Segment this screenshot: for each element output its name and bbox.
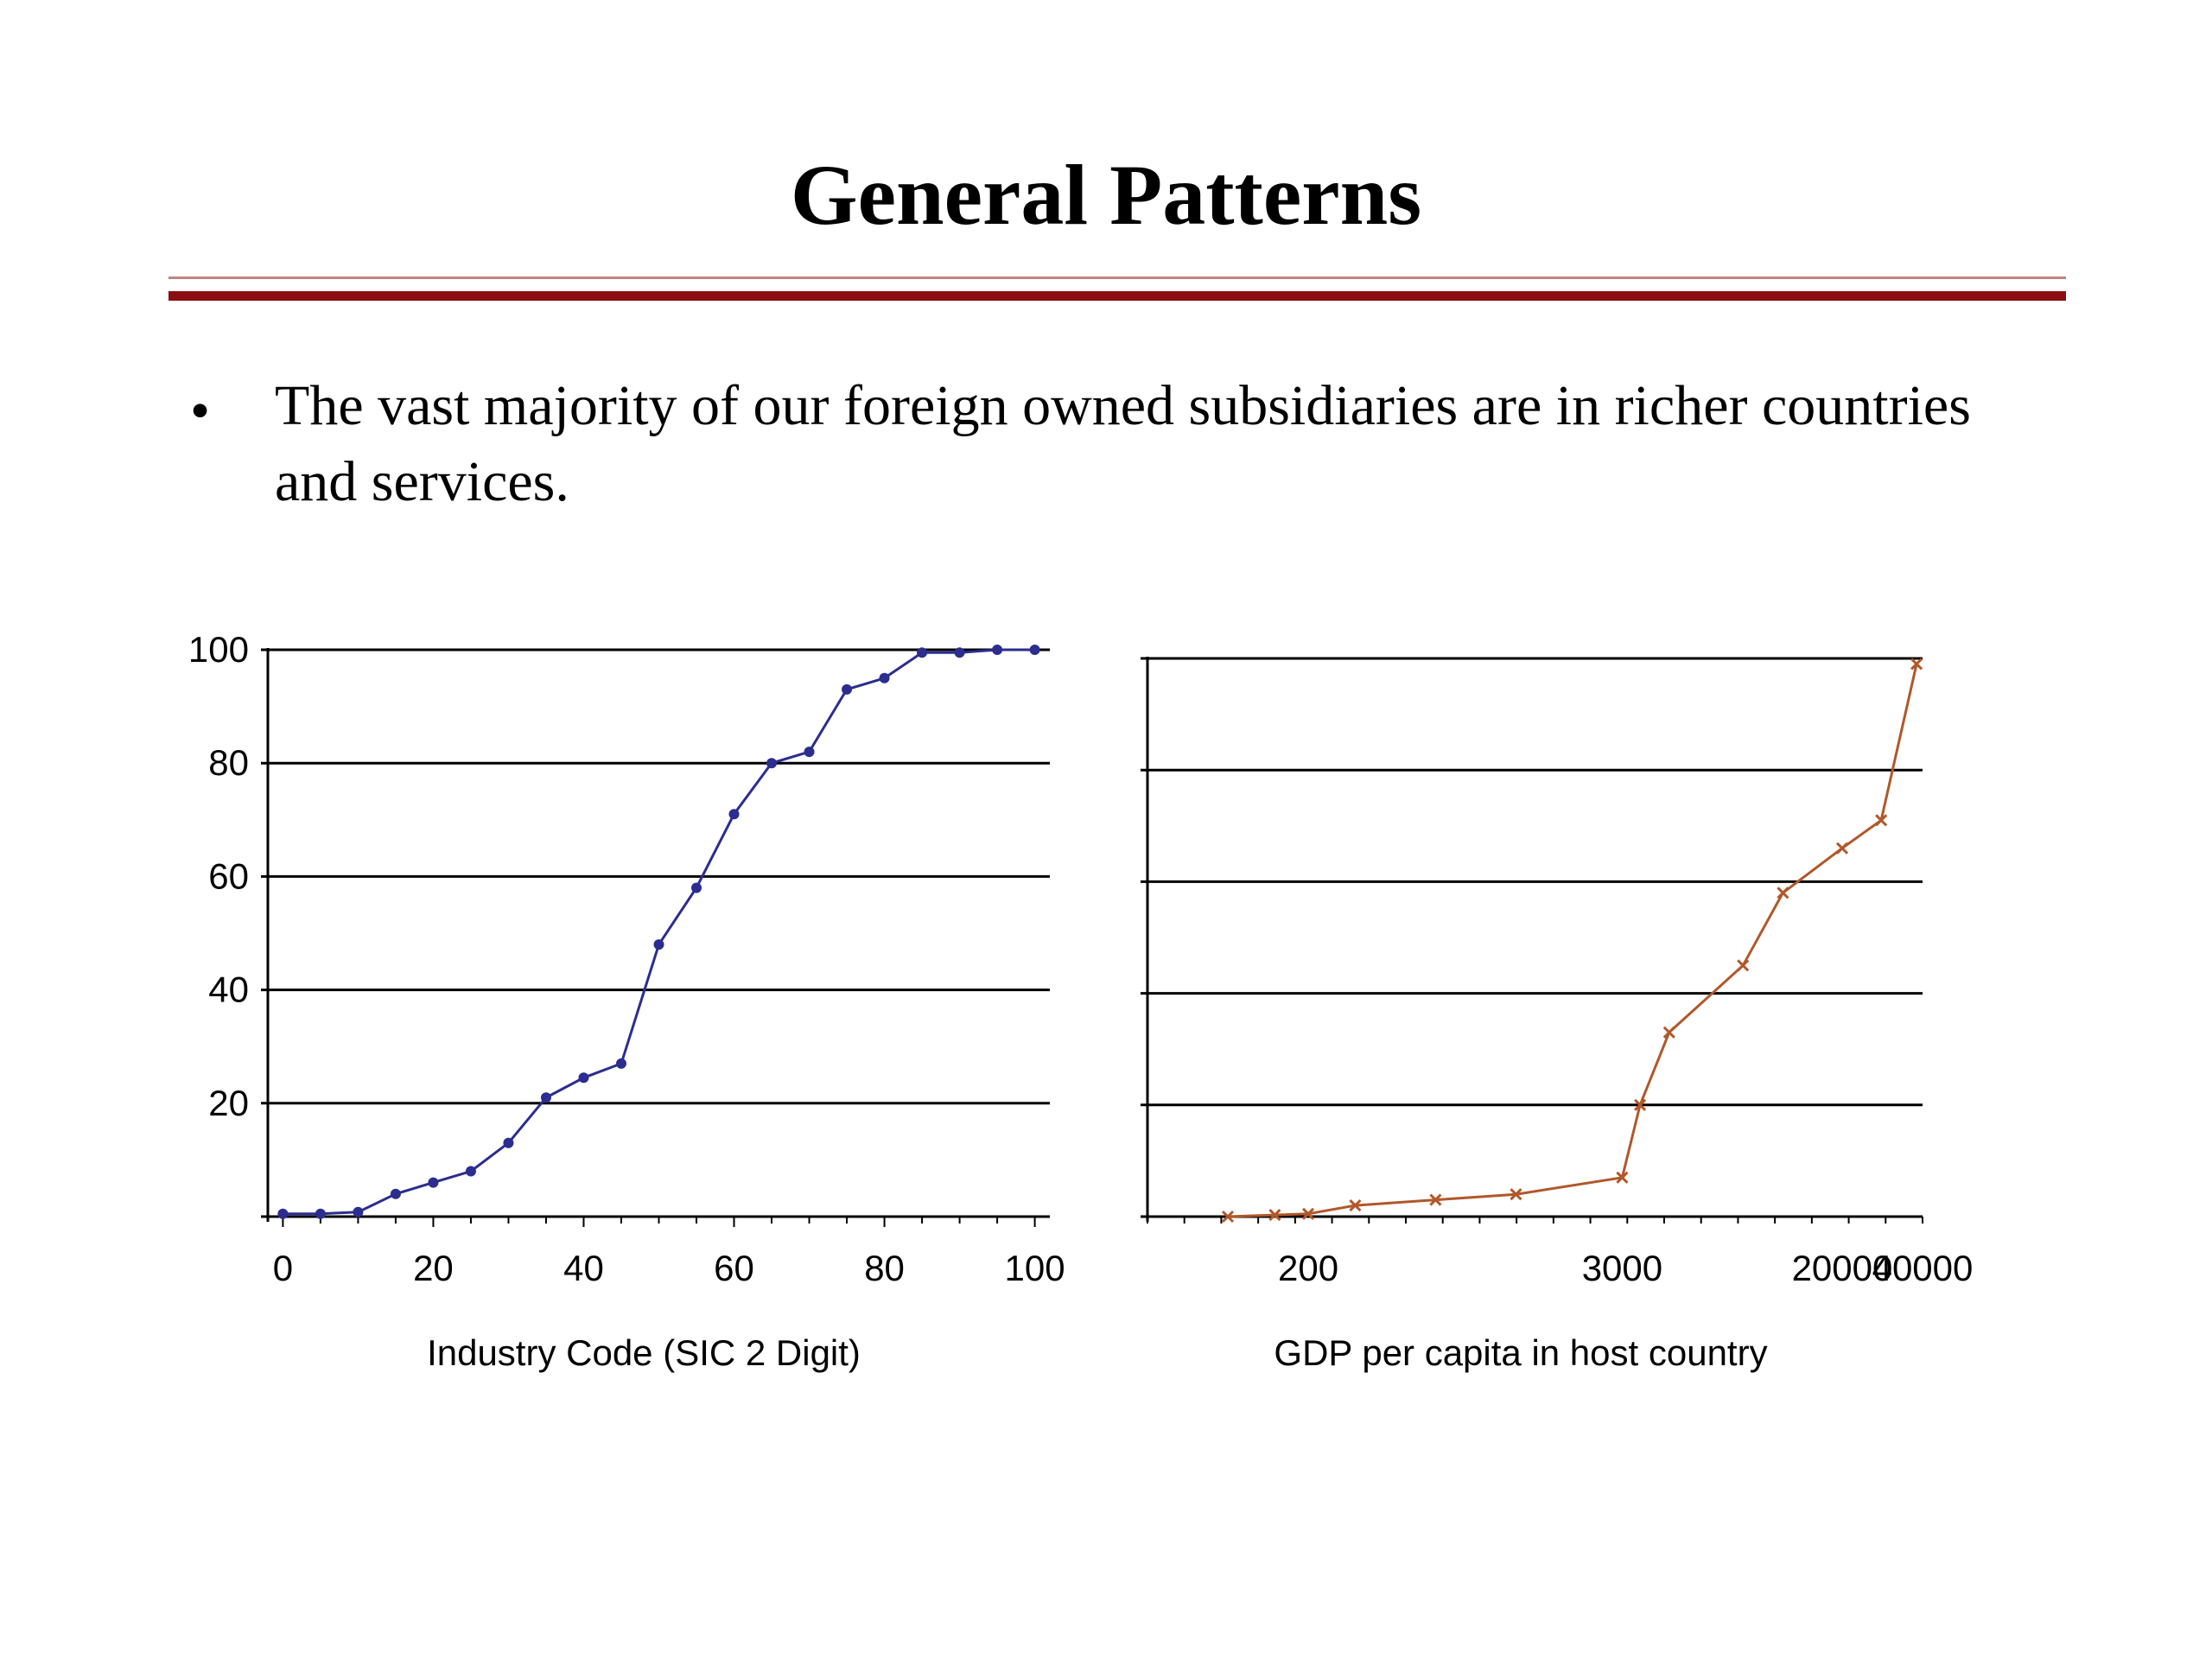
chart1-point-10 — [653, 939, 664, 950]
chart2-point-6 — [1616, 1171, 1629, 1184]
chart1-point-17 — [917, 647, 928, 658]
chart1-point-14 — [804, 747, 815, 758]
chart2-point-7 — [1634, 1098, 1647, 1111]
chart2-point-1 — [1268, 1208, 1281, 1222]
chart1-x-tick-label-60: 60 — [714, 1248, 754, 1288]
chart2-x-tick-label-3000: 3000 — [1582, 1248, 1662, 1288]
chart1-point-13 — [766, 758, 778, 769]
chart1-point-4 — [428, 1177, 439, 1188]
chart2-x-tick-label-200: 200 — [1278, 1248, 1338, 1288]
chart2-point-8 — [1662, 1026, 1675, 1039]
chart2-point-2 — [1301, 1207, 1315, 1220]
chart1-y-tick-label-60: 60 — [208, 855, 249, 896]
chart2-series-line — [1227, 664, 1918, 1218]
chart1-x-axis-title: Industry Code (SIC 2 Digit) — [427, 1332, 861, 1373]
chart1-x-tick-label-100: 100 — [1005, 1248, 1065, 1288]
chart1-point-0 — [277, 1208, 289, 1219]
chart1-point-2 — [353, 1206, 364, 1217]
chart1-x-tick-label-0: 0 — [273, 1248, 293, 1288]
chart2-point-13 — [1910, 658, 1923, 671]
chart1-x-tick-label-20: 20 — [413, 1248, 454, 1288]
chart2-point-3 — [1349, 1199, 1362, 1212]
chart1-y-tick-label-40: 40 — [208, 969, 249, 1010]
chart1-point-8 — [578, 1072, 589, 1084]
chart2-point-4 — [1429, 1193, 1442, 1206]
chart1-x-tick-label-80: 80 — [864, 1248, 905, 1288]
chart1-point-6 — [503, 1137, 514, 1148]
chart1-point-9 — [615, 1058, 626, 1069]
chart1-point-7 — [540, 1092, 551, 1103]
chart2-point-0 — [1221, 1210, 1235, 1224]
chart2-point-11 — [1835, 842, 1849, 855]
chart2-point-9 — [1737, 959, 1750, 972]
chart1-x-tick-label-40: 40 — [563, 1248, 604, 1288]
slide-title: General Patterns — [790, 147, 1422, 243]
chart1-y-tick-label-80: 80 — [208, 742, 249, 783]
chart2-point-5 — [1510, 1188, 1522, 1201]
chart2-x-tick-label-20000: 20000 — [1792, 1248, 1893, 1288]
chart1-point-15 — [842, 683, 853, 695]
chart1-y-tick-label-100: 100 — [188, 629, 249, 670]
bullet-text: The vast majority of our foreign owned s… — [275, 374, 1971, 513]
chart2-point-12 — [1875, 814, 1888, 827]
chart1-series-line — [283, 648, 1035, 1216]
chart1-point-1 — [315, 1208, 326, 1219]
title-divider-thin — [168, 276, 2066, 279]
chart1-point-19 — [992, 645, 1003, 655]
chart1-point-3 — [390, 1188, 401, 1199]
chart1-point-5 — [465, 1166, 476, 1177]
chart1-y-tick-label-20: 20 — [208, 1083, 249, 1123]
title-divider-thick — [168, 291, 2066, 301]
chart1-point-12 — [728, 809, 740, 820]
chart1-point-16 — [879, 672, 890, 683]
chart2-x-axis-title: GDP per capita in host country — [1274, 1332, 1767, 1373]
chart1-point-20 — [1029, 645, 1040, 655]
chart1-point-11 — [691, 882, 702, 893]
chart2-point-10 — [1777, 887, 1789, 899]
chart2-x-tick-label-40000: 40000 — [1872, 1248, 1974, 1288]
chart1-point-18 — [954, 647, 965, 658]
bullet-marker: • — [190, 379, 211, 442]
